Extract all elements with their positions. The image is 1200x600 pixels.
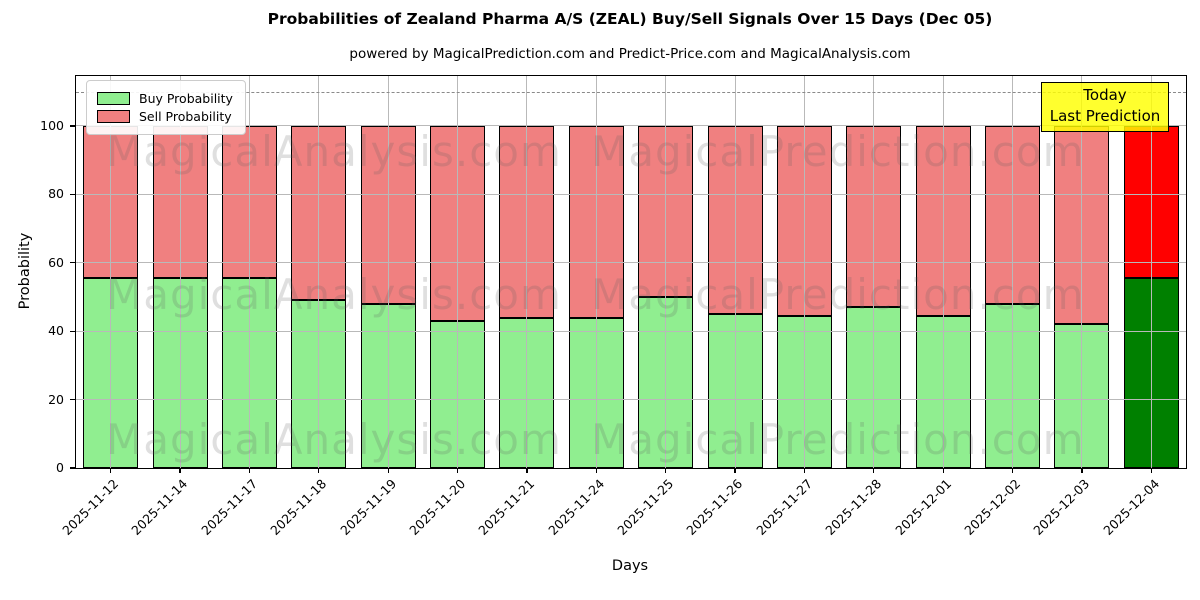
x-tick-label: 2025-11-27 bbox=[753, 476, 816, 538]
x-tick-label: 2025-12-03 bbox=[1030, 476, 1093, 538]
x-tick-label: 2025-11-17 bbox=[198, 476, 261, 538]
h-gridline bbox=[76, 399, 1186, 401]
x-tick-mark bbox=[803, 468, 806, 473]
x-tick-label: 2025-11-18 bbox=[267, 476, 330, 538]
y-tick-mark bbox=[70, 193, 75, 195]
y-tick-label: 60 bbox=[48, 254, 64, 270]
y-tick-label: 80 bbox=[48, 186, 64, 202]
x-tick-mark bbox=[1150, 468, 1152, 473]
v-gridline bbox=[1012, 76, 1014, 468]
chart-title: Probabilities of Zealand Pharma A/S (ZEA… bbox=[267, 10, 993, 28]
x-tick-label: 2025-11-28 bbox=[822, 476, 885, 538]
v-gridline bbox=[457, 76, 459, 468]
x-tick-mark bbox=[665, 468, 667, 473]
x-tick-label: 2025-12-04 bbox=[1099, 476, 1162, 538]
y-tick-label: 20 bbox=[48, 391, 64, 407]
x-tick-label: 2025-11-19 bbox=[336, 476, 399, 538]
today-annotation: Today Last Prediction bbox=[1041, 82, 1169, 132]
v-gridline bbox=[1150, 76, 1152, 468]
x-tick-mark bbox=[248, 468, 251, 473]
today-annotation-line1: Today bbox=[1083, 86, 1127, 104]
x-tick-mark bbox=[110, 468, 112, 473]
x-tick-label: 2025-11-26 bbox=[683, 476, 746, 538]
v-gridline bbox=[665, 76, 667, 468]
x-tick-label: 2025-11-20 bbox=[406, 476, 469, 538]
legend-item-sell: Sell Probability bbox=[97, 109, 233, 124]
y-tick-label: 0 bbox=[56, 460, 64, 475]
x-tick-mark bbox=[942, 468, 944, 473]
y-tick-mark bbox=[70, 262, 75, 264]
x-tick-mark bbox=[595, 468, 597, 473]
v-gridline bbox=[1081, 76, 1083, 468]
chart-subtitle: powered by MagicalPrediction.com and Pre… bbox=[349, 46, 911, 62]
x-tick-label: 2025-12-01 bbox=[891, 476, 954, 538]
h-gridline bbox=[76, 193, 1186, 195]
x-tick-label: 2025-11-12 bbox=[59, 476, 122, 538]
dashed-threshold-line bbox=[76, 91, 1186, 93]
x-tick-mark bbox=[1081, 468, 1083, 473]
v-gridline bbox=[595, 76, 597, 468]
v-gridline bbox=[110, 76, 112, 468]
v-gridline bbox=[179, 76, 181, 468]
x-tick-mark bbox=[734, 468, 736, 473]
x-tick-mark bbox=[179, 468, 181, 473]
buy-color-swatch bbox=[97, 92, 130, 105]
x-tick-label: 2025-11-14 bbox=[128, 476, 191, 538]
legend-item-buy: Buy Probability bbox=[97, 91, 233, 106]
y-tick-mark bbox=[70, 330, 75, 332]
y-tick-label: 40 bbox=[48, 323, 64, 339]
v-gridline bbox=[526, 76, 528, 468]
x-tick-label: 2025-12-02 bbox=[961, 476, 1024, 538]
x-tick-label: 2025-11-25 bbox=[614, 476, 677, 538]
v-gridline bbox=[318, 76, 320, 468]
v-gridline bbox=[734, 76, 736, 468]
v-gridline bbox=[873, 76, 875, 468]
x-tick-mark bbox=[456, 468, 459, 473]
legend-label-buy: Buy Probability bbox=[139, 91, 233, 106]
v-gridline bbox=[248, 76, 250, 468]
v-gridline bbox=[803, 76, 805, 468]
x-axis-label: Days bbox=[611, 558, 649, 574]
y-tick-mark bbox=[70, 467, 75, 469]
x-tick-label: 2025-11-24 bbox=[544, 476, 607, 538]
h-gridline bbox=[76, 262, 1186, 264]
x-tick-mark bbox=[873, 468, 875, 473]
h-gridline bbox=[76, 330, 1186, 332]
v-gridline bbox=[942, 76, 944, 468]
x-tick-mark bbox=[318, 468, 320, 473]
today-annotation-line2: Last Prediction bbox=[1049, 107, 1161, 125]
y-tick-mark bbox=[70, 398, 75, 401]
x-tick-mark bbox=[526, 468, 528, 473]
sell-color-swatch bbox=[97, 110, 130, 123]
h-gridline bbox=[76, 125, 1186, 127]
plot-area: Buy Probability Sell Probability Today L… bbox=[40, 75, 1187, 538]
x-tick-label: 2025-11-21 bbox=[475, 476, 538, 538]
x-tick-mark bbox=[1011, 468, 1014, 473]
y-tick-mark bbox=[70, 125, 75, 127]
legend: Buy Probability Sell Probability bbox=[86, 80, 246, 135]
legend-label-sell: Sell Probability bbox=[139, 109, 232, 124]
v-gridline bbox=[387, 76, 389, 468]
y-tick-label: 100 bbox=[40, 117, 64, 133]
x-tick-mark bbox=[387, 468, 389, 473]
